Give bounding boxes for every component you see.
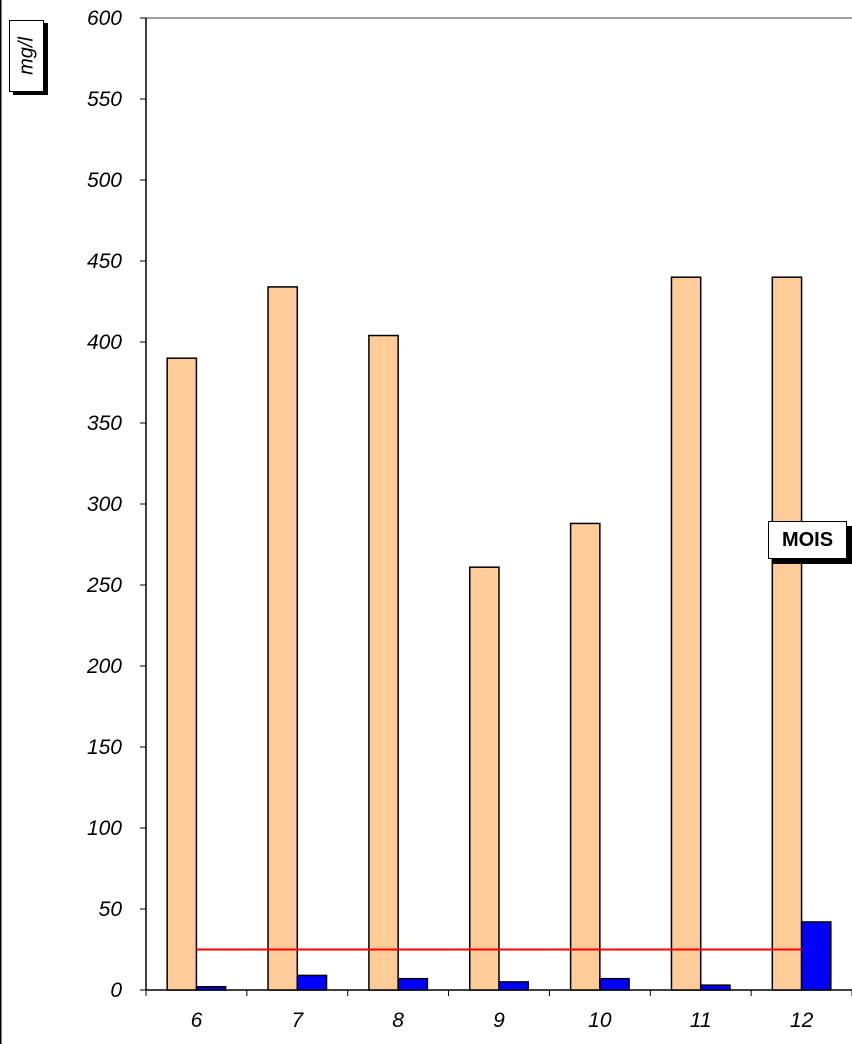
y-tick-label: 200	[86, 655, 122, 678]
y-tick-label: 600	[87, 7, 122, 30]
y-axis-ticks: 0 50 100 150 200 250 300 350 400 450 500 550 600	[86, 7, 146, 1002]
y-tick-label: 50	[99, 898, 123, 921]
bar	[599, 977, 630, 991]
x-axis-label-box: MOIS	[768, 521, 847, 559]
bar	[771, 276, 803, 991]
y-tick-label: 150	[87, 736, 122, 759]
y-tick-label: 550	[87, 88, 122, 111]
bar	[397, 977, 429, 991]
x-axis-label: MOIS	[781, 528, 834, 551]
bars-layer	[166, 276, 832, 991]
bar	[368, 334, 399, 991]
bar	[498, 981, 529, 991]
y-axis-label: mg/l	[15, 37, 37, 75]
y-tick-label: 450	[87, 250, 122, 273]
x-tick-label: 8	[392, 1009, 404, 1032]
y-tick-label: 250	[86, 574, 122, 597]
x-tick-label: 9	[493, 1009, 505, 1032]
bar	[166, 357, 198, 991]
y-tick-label: 100	[87, 817, 122, 840]
x-tick-label: 6	[191, 1009, 203, 1032]
x-axis-ticks: 6 7 8 9 10 11 12	[145, 990, 852, 1032]
x-tick-label: 12	[790, 1009, 814, 1032]
bar	[267, 286, 299, 991]
bar	[670, 276, 702, 991]
y-axis-label-box: mg/l	[9, 20, 44, 92]
bar	[699, 984, 731, 991]
y-tick-label: 350	[87, 412, 122, 435]
bar	[800, 921, 832, 991]
x-tick-label: 7	[291, 1009, 304, 1032]
y-tick-label: 500	[87, 169, 122, 192]
bar	[195, 986, 227, 991]
x-tick-label: 11	[690, 1009, 712, 1032]
y-tick-label: 400	[87, 331, 122, 354]
y-tick-label: 0	[110, 979, 122, 1002]
x-tick-label: 10	[588, 1009, 612, 1032]
bar	[469, 566, 500, 991]
bar	[569, 522, 601, 991]
bar	[296, 974, 328, 991]
y-tick-label: 300	[87, 493, 122, 516]
